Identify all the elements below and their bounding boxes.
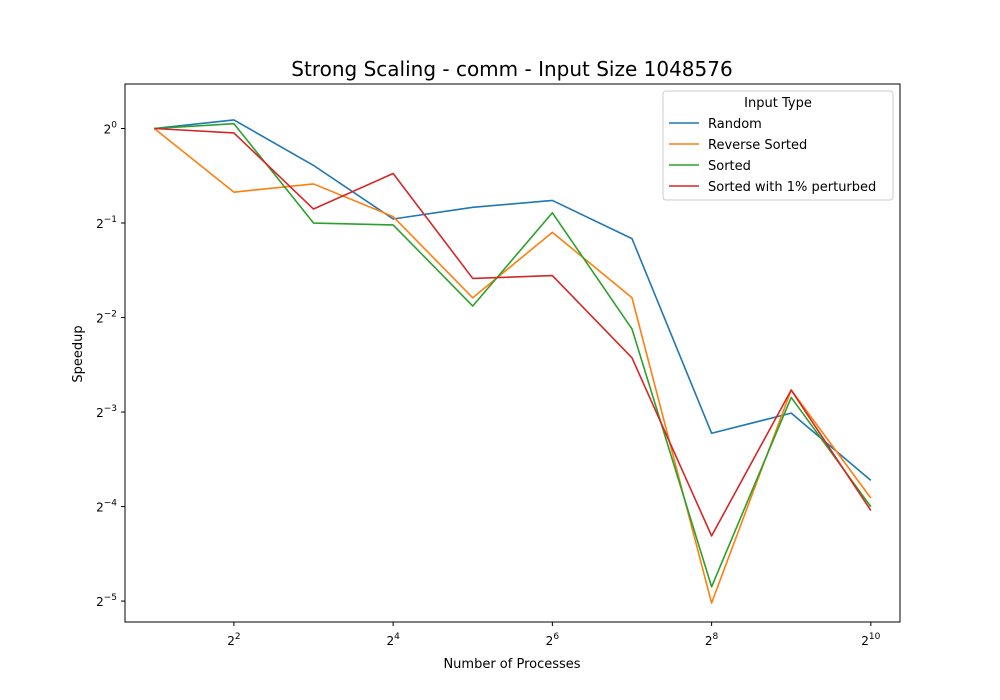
legend-label-0: Random <box>708 117 762 132</box>
chart-title: Strong Scaling - comm - Input Size 10485… <box>291 57 732 81</box>
series-line-1 <box>153 127 872 604</box>
plot-area-frame <box>124 83 901 623</box>
legend-label-3: Sorted with 1% perturbed <box>708 180 876 195</box>
series-line-2 <box>154 122 872 588</box>
y-axis-ticks: 20 2−1 2−2 2−3 2−4 2−5 <box>96 121 125 609</box>
x-tick-label: 26 <box>546 632 560 648</box>
x-tick-label: 28 <box>705 632 719 648</box>
x-axis-label: Number of Processes <box>443 657 580 672</box>
y-tick-label: 2−4 <box>96 499 117 515</box>
x-tick-label: 24 <box>386 632 400 648</box>
x-tick-label: 22 <box>227 632 240 648</box>
y-tick-label: 20 <box>104 121 118 137</box>
y-tick-label: 2−3 <box>96 404 117 420</box>
y-tick-label: 2−2 <box>96 310 117 326</box>
plot-lines <box>153 119 872 604</box>
legend: Input Type Random Reverse Sorted Sorted Sor… <box>662 90 894 201</box>
legend-label-1: Reverse Sorted <box>708 138 807 153</box>
series-line-3 <box>154 127 872 537</box>
legend-title: Input Type <box>744 96 812 111</box>
legend-label-2: Sorted <box>708 159 751 174</box>
legend-box <box>662 90 894 201</box>
x-tick-label: 210 <box>861 632 880 648</box>
y-tick-label: 2−1 <box>96 215 117 231</box>
series-line-0 <box>154 119 872 482</box>
legend-items: Random Reverse Sorted Sorted Sorted with 1%… <box>669 117 876 195</box>
x-axis-ticks: 22 24 26 28 210 <box>227 622 881 648</box>
y-tick-label: 2−5 <box>96 593 117 609</box>
y-axis-label: Speedup <box>71 325 86 382</box>
